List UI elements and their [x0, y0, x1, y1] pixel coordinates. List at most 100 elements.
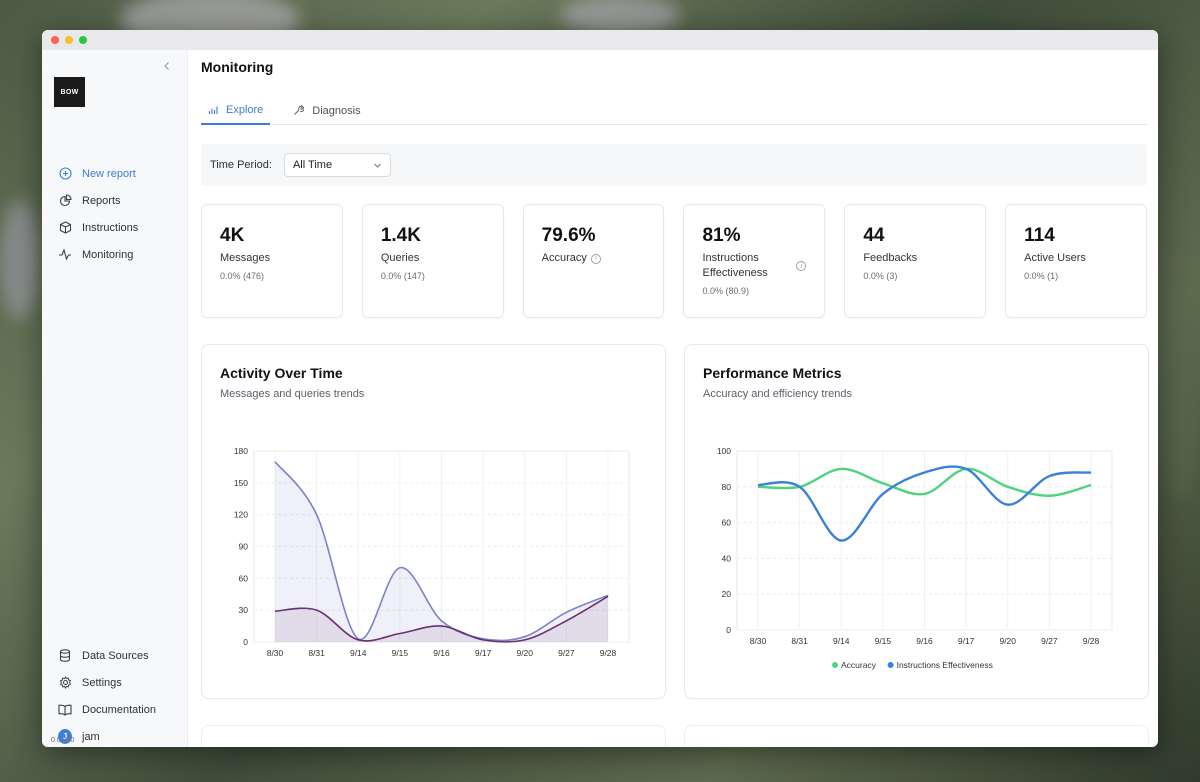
metric-value: 81% — [702, 225, 741, 246]
page-title: Monitoring — [201, 59, 274, 75]
metric-card-queries: 1.4K Queries 0.0% (147) — [361, 204, 504, 318]
nav-label: Instructions — [82, 221, 139, 234]
metric-sub: 0.0% (3) — [863, 271, 898, 281]
cube-icon — [58, 221, 72, 235]
time-period-value: All Time — [292, 159, 333, 171]
wrench-icon — [293, 105, 305, 116]
metric-card-messages: 4K Messages 0.0% (476) — [201, 204, 343, 318]
metric-label: Active Users — [1024, 252, 1086, 264]
series-area — [275, 596, 608, 642]
nav-label: Reports — [82, 194, 121, 207]
app-window: BOW New report Reports — [42, 30, 1158, 747]
nav-label: New report — [82, 167, 136, 180]
x-tick-label: 9/20 — [999, 636, 1016, 646]
metric-value: 114 — [1024, 225, 1055, 246]
avatar: J — [58, 729, 72, 744]
y-tick-label: 30 — [239, 605, 249, 615]
nav-label: Documentation — [82, 703, 156, 716]
x-tick-label: 9/28 — [1083, 636, 1100, 646]
bar-chart-icon — [208, 105, 218, 115]
performance-chart-panel: Performance Metrics Accuracy and efficie… — [684, 344, 1149, 699]
series-line — [757, 467, 1092, 497]
chart-subtitle: Messages and queries trends — [220, 388, 365, 400]
y-tick-label: 80 — [722, 482, 732, 492]
x-tick-label: 9/27 — [1041, 636, 1058, 646]
tab-explore[interactable]: Explore — [201, 96, 271, 125]
series-line — [274, 595, 609, 643]
bottom-nav: Data Sources Settings Documentation J — [42, 642, 187, 747]
activity-icon — [58, 248, 72, 262]
nav-item-data-sources[interactable]: Data Sources — [42, 642, 187, 669]
maximize-window-button[interactable] — [79, 36, 87, 44]
metric-label: Instructions Effectiveness — [702, 252, 768, 279]
legend-label: Instructions Effectiveness — [897, 660, 993, 670]
activity-chart: 0 30 60 90 120 150 180 8/30 8/31 9/14 9/15 9/16 9/17… — [234, 446, 630, 658]
metric-label: Feedbacks — [863, 252, 918, 264]
main-content: Monitoring Explore Diagnosis Time Period… — [188, 50, 1158, 747]
metric-sub: 0.0% (147) — [380, 271, 425, 281]
metric-sub: 0.0% (476) — [220, 271, 265, 281]
nav-item-instructions[interactable]: Instructions — [42, 214, 187, 241]
metric-cards: 4K Messages 0.0% (476) 1.4K Queries 0.0%… — [201, 204, 1147, 318]
performance-chart: 0 20 40 60 80 100 8/30 8/31 9/14 9/15 9/16 9/17 9/20… — [717, 446, 1113, 670]
tab-label: Diagnosis — [312, 104, 361, 117]
chevron-down-icon — [374, 163, 381, 168]
metric-value: 4K — [220, 225, 245, 246]
nav-item-settings[interactable]: Settings — [42, 669, 187, 696]
nav-label: Data Sources — [82, 649, 149, 662]
x-tick-label: 9/15 — [392, 648, 409, 658]
main-nav: New report Reports Instructions — [42, 160, 187, 268]
plus-circle-icon — [58, 167, 72, 181]
x-tick-label: 9/28 — [600, 648, 617, 658]
tab-diagnosis[interactable]: Diagnosis — [286, 96, 367, 125]
x-tick-label: 8/30 — [267, 648, 284, 658]
y-tick-label: 60 — [239, 573, 249, 583]
collapse-sidebar-button[interactable] — [162, 59, 172, 74]
series-line — [757, 465, 1092, 542]
x-tick-label: 9/16 — [433, 648, 450, 658]
legend-marker — [832, 662, 838, 668]
x-tick-label: 9/14 — [350, 648, 367, 658]
nav-item-new-report[interactable]: New report — [42, 160, 187, 187]
x-tick-label: 8/31 — [791, 636, 808, 646]
panel-placeholder — [684, 725, 1149, 747]
x-tick-label: 9/14 — [833, 636, 850, 646]
metric-label: Messages — [220, 252, 271, 264]
info-icon[interactable]: i — [590, 253, 601, 264]
x-tick-label: 9/17 — [475, 648, 492, 658]
user-menu[interactable]: J jam — [42, 723, 187, 747]
x-tick-label: 9/16 — [916, 636, 933, 646]
chart-title: Activity Over Time — [220, 365, 343, 381]
metric-sub: 0.0% (80.9) — [702, 286, 750, 296]
user-name: jam — [82, 730, 100, 743]
x-tick-label: 8/30 — [750, 636, 767, 646]
app-logo[interactable]: BOW — [54, 77, 85, 107]
y-tick-label: 20 — [722, 589, 732, 599]
close-window-button[interactable] — [51, 36, 59, 44]
nav-item-monitoring[interactable]: Monitoring — [42, 241, 187, 268]
minimize-window-button[interactable] — [65, 36, 73, 44]
nav-item-reports[interactable]: Reports — [42, 187, 187, 214]
metric-label: Queries — [380, 252, 420, 264]
metric-value: 44 — [863, 225, 885, 246]
nav-item-documentation[interactable]: Documentation — [42, 696, 187, 723]
sidebar: BOW New report Reports — [42, 50, 188, 747]
series-area — [275, 461, 608, 642]
x-tick-label: 8/31 — [308, 648, 325, 658]
chart-title: Performance Metrics — [703, 365, 842, 381]
tab-bar: Explore Diagnosis — [201, 96, 1147, 125]
info-icon[interactable]: i — [796, 261, 807, 271]
metric-card-accuracy: 79.6% Accuracy i — [522, 204, 665, 318]
x-tick-label: 9/27 — [558, 648, 575, 658]
y-tick-label: 90 — [239, 542, 249, 552]
y-tick-label: 0 — [726, 625, 731, 635]
filter-bar: Time Period: All Time — [201, 144, 1147, 186]
panel-placeholder — [201, 725, 666, 747]
nav-label: Monitoring — [82, 248, 134, 261]
time-period-select[interactable]: All Time — [283, 153, 391, 177]
book-icon — [58, 703, 72, 717]
title-bar — [42, 30, 1158, 50]
metric-value: 1.4K — [380, 225, 421, 246]
metric-card-feedbacks: 44 Feedbacks 0.0% (3) — [844, 204, 987, 318]
database-icon — [58, 649, 72, 663]
